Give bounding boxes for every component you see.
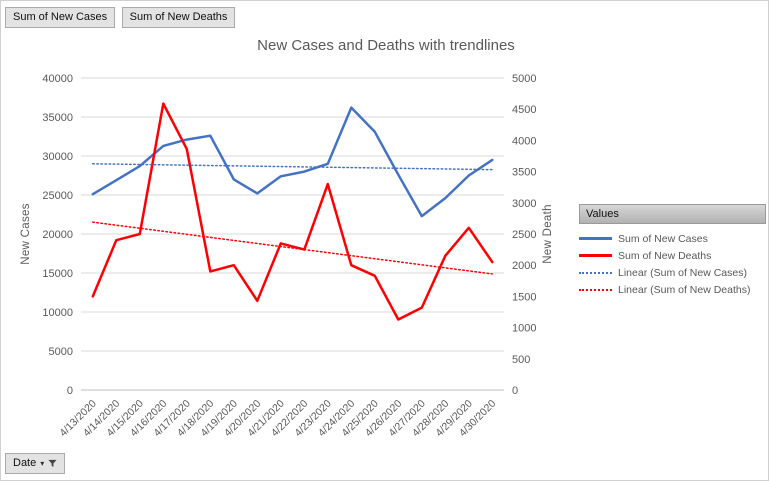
left-axis-tick-label: 35000 <box>42 112 73 124</box>
series-line-sample-icon <box>579 237 612 240</box>
right-axis-tick-label: 2000 <box>512 260 536 272</box>
legend-item[interactable]: Linear (Sum of New Cases) <box>579 264 766 281</box>
legend-item-label: Linear (Sum of New Cases) <box>618 266 747 279</box>
right-axis-tick-label: 4000 <box>512 135 536 147</box>
right-axis-tick-label: 3000 <box>512 198 536 210</box>
series-line[interactable] <box>91 102 494 321</box>
trendline-sample-icon <box>579 271 612 274</box>
series-line-sample-icon <box>579 254 612 257</box>
pivot-axis-button-date[interactable]: Date ▾ <box>5 453 66 474</box>
series-line[interactable] <box>91 106 494 218</box>
filter-funnel-icon <box>48 459 57 468</box>
legend-item-label: Sum of New Cases <box>618 232 708 245</box>
legend-item[interactable]: Sum of New Cases <box>579 230 766 247</box>
left-axis-tick-label: 15000 <box>42 268 73 280</box>
right-axis-tick-label: 1500 <box>512 291 536 303</box>
chart-title[interactable]: New Cases and Deaths with trendlines <box>257 37 515 54</box>
right-axis-tick-label: 5000 <box>512 73 536 85</box>
right-axis-tick-label: 2500 <box>512 229 536 241</box>
left-axis-tick-label: 10000 <box>42 307 73 319</box>
right-axis-tick-label: 500 <box>512 354 530 366</box>
legend-item[interactable]: Linear (Sum of New Deaths) <box>579 281 766 298</box>
pivot-field-button-sum-of-new-cases[interactable]: Sum of New Cases <box>5 7 116 28</box>
left-axis-tick-label: 30000 <box>42 151 73 163</box>
left-axis-tick-label: 40000 <box>42 73 73 85</box>
legend-values-field-button[interactable]: Values <box>579 204 766 224</box>
chart-legend: Values Sum of New Cases Sum of New Deaths… <box>579 204 766 298</box>
pivot-axis-buttons: Date ▾ <box>5 453 67 474</box>
left-axis-tick-label: 5000 <box>49 346 73 358</box>
right-axis-tick-label: 3500 <box>512 167 536 179</box>
trendline[interactable] <box>92 221 493 275</box>
right-axis-title: New Death <box>542 204 554 264</box>
dropdown-arrow-icon: ▾ <box>40 458 45 468</box>
pivot-field-buttons: Sum of New Cases Sum of New Deaths <box>5 7 237 28</box>
legend-item-label: Linear (Sum of New Deaths) <box>618 283 751 296</box>
legend-item-label: Sum of New Deaths <box>618 249 712 262</box>
trendline-sample-icon <box>579 288 612 291</box>
left-axis-tick-label: 20000 <box>42 229 73 241</box>
trendline[interactable] <box>92 163 493 171</box>
right-axis-tick-label: 4500 <box>512 104 536 116</box>
left-axis-tick-label: 0 <box>67 385 73 397</box>
date-button-label: Date <box>13 457 37 469</box>
left-axis-title: New Cases <box>20 203 32 265</box>
pivot-field-button-sum-of-new-deaths[interactable]: Sum of New Deaths <box>121 7 236 28</box>
left-axis-tick-label: 25000 <box>42 190 73 202</box>
right-axis-tick-label: 0 <box>512 385 518 397</box>
legend-items: Sum of New Cases Sum of New Deaths Linear … <box>579 224 766 298</box>
legend-item[interactable]: Sum of New Deaths <box>579 247 766 264</box>
right-axis-tick-label: 1000 <box>512 323 536 335</box>
